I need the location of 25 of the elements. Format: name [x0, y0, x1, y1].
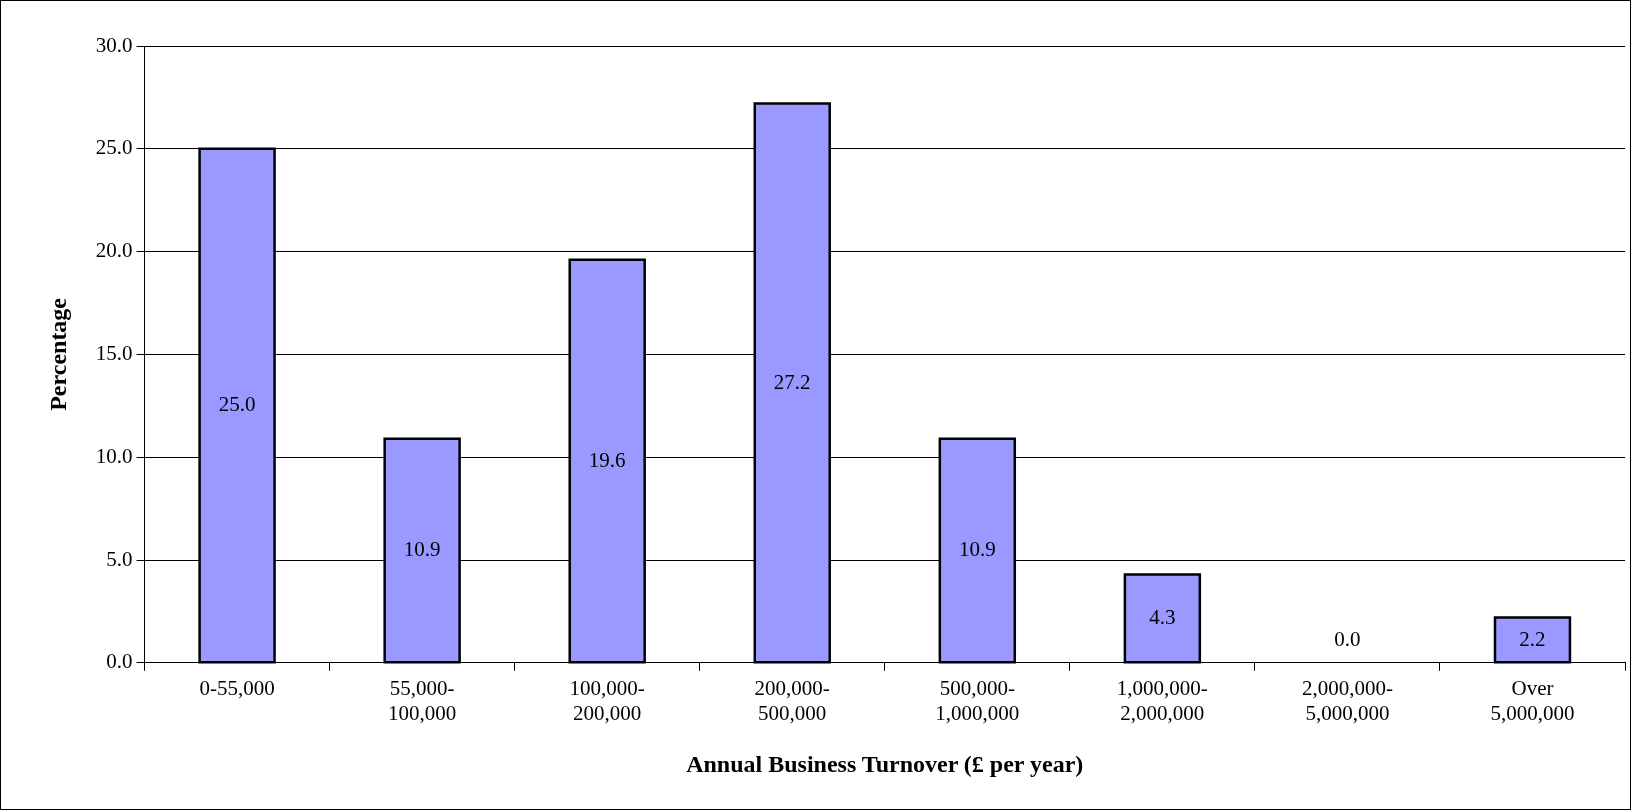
x-tick-label: 500,000- 1,000,000	[935, 675, 1020, 726]
data-label: 27.2	[773, 369, 811, 394]
data-label: 0.0	[1334, 627, 1361, 652]
data-label: 10.9	[958, 537, 996, 562]
data-label: 19.6	[588, 447, 626, 472]
x-tick-label: 55,000- 100,000	[388, 675, 457, 726]
x-axis-title: Annual Business Turnover (£ per year)	[686, 750, 1084, 777]
y-tick-label: 15.0	[95, 340, 133, 365]
x-tick-label: 200,000- 500,000	[754, 675, 830, 726]
y-tick-label: 10.0	[95, 443, 133, 468]
y-tick-label: 20.0	[95, 238, 133, 263]
y-tick-label: 5.0	[106, 546, 133, 571]
y-tick-label: 25.0	[95, 135, 133, 160]
x-tick-label: 2,000,000- 5,000,000	[1301, 675, 1393, 726]
data-label: 2.2	[1519, 626, 1546, 651]
y-tick-label: 30.0	[95, 32, 133, 57]
data-label: 10.9	[403, 537, 441, 562]
y-axis-title: Percentage	[44, 297, 71, 411]
x-tick-label: Over 5,000,000	[1490, 675, 1575, 726]
x-tick-label: 1,000,000- 2,000,000	[1116, 675, 1208, 726]
x-tick-label: 0-55,000	[199, 675, 275, 700]
x-tick-label: 100,000- 200,000	[569, 675, 645, 726]
data-label: 25.0	[218, 392, 256, 417]
y-tick-label: 0.0	[106, 649, 133, 674]
data-label: 4.3	[1149, 605, 1176, 630]
